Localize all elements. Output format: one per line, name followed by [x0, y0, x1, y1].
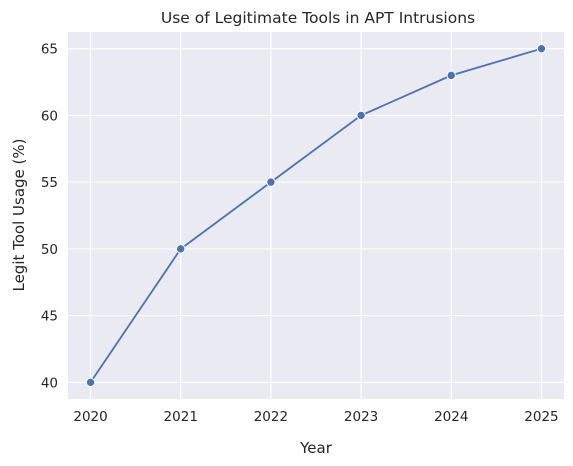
x-tick-label: 2023 — [344, 409, 378, 425]
data-point-2022 — [266, 177, 276, 187]
y-tick-label: 65 — [41, 42, 58, 58]
plot-area — [68, 32, 564, 399]
data-point-2024 — [446, 70, 456, 81]
series-line — [89, 47, 542, 383]
series-layer — [85, 43, 547, 388]
y-axis-ticks: 40 45 50 55 60 65 — [41, 42, 58, 392]
y-tick-label: 55 — [41, 175, 58, 191]
data-point-2023 — [356, 110, 366, 121]
x-tick-label: 2020 — [73, 409, 107, 425]
y-axis-label: Legit Tool Usage (%) — [10, 138, 28, 291]
y-tick-label: 50 — [41, 242, 58, 258]
x-tick-label: 2022 — [254, 409, 288, 425]
chart-title: Use of Legitimate Tools in APT Intrusion… — [161, 9, 475, 27]
y-tick-label: 45 — [41, 309, 58, 325]
x-tick-label: 2025 — [524, 409, 558, 425]
x-tick-label: 2021 — [164, 409, 198, 425]
data-point-2025 — [536, 43, 547, 54]
x-tick-label: 2024 — [434, 409, 468, 425]
x-axis-ticks: 2020 2021 2022 2023 2024 2025 — [73, 409, 558, 425]
x-axis-label: Year — [299, 439, 333, 457]
data-point-2020 — [85, 377, 96, 388]
grid — [68, 32, 564, 399]
y-tick-label: 40 — [41, 375, 58, 391]
data-point-2021 — [176, 244, 186, 254]
y-tick-label: 60 — [41, 108, 58, 124]
